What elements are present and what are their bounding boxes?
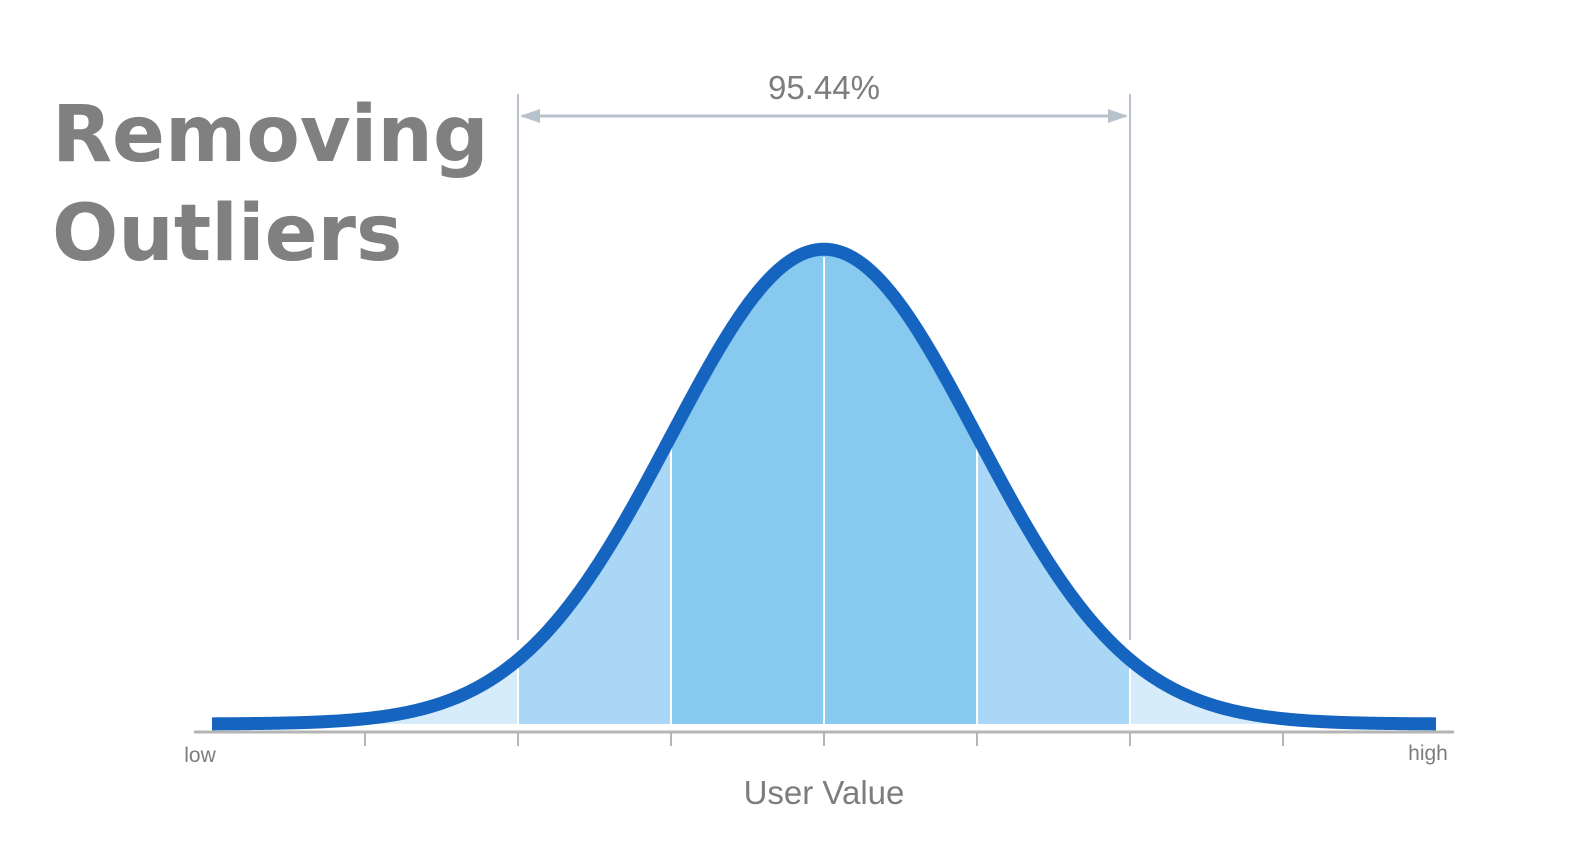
title-line-2: Outliers	[52, 189, 403, 279]
range-annotation	[520, 109, 1128, 123]
x-axis-low-label: low	[184, 744, 216, 767]
x-axis	[194, 730, 1454, 746]
range-guides	[517, 94, 1131, 640]
arrow-head-right	[1108, 109, 1128, 123]
x-axis-high-label: high	[1408, 742, 1448, 765]
arrow-head-left	[520, 109, 540, 123]
distribution-curve	[207, 242, 1441, 731]
slide-title: Removing Outliers	[52, 86, 489, 284]
sigma-dividers	[517, 257, 1131, 732]
title-line-1: Removing	[52, 90, 489, 180]
range-percentage-label: 95.44%	[768, 69, 880, 106]
x-axis-title: User Value	[744, 774, 905, 811]
